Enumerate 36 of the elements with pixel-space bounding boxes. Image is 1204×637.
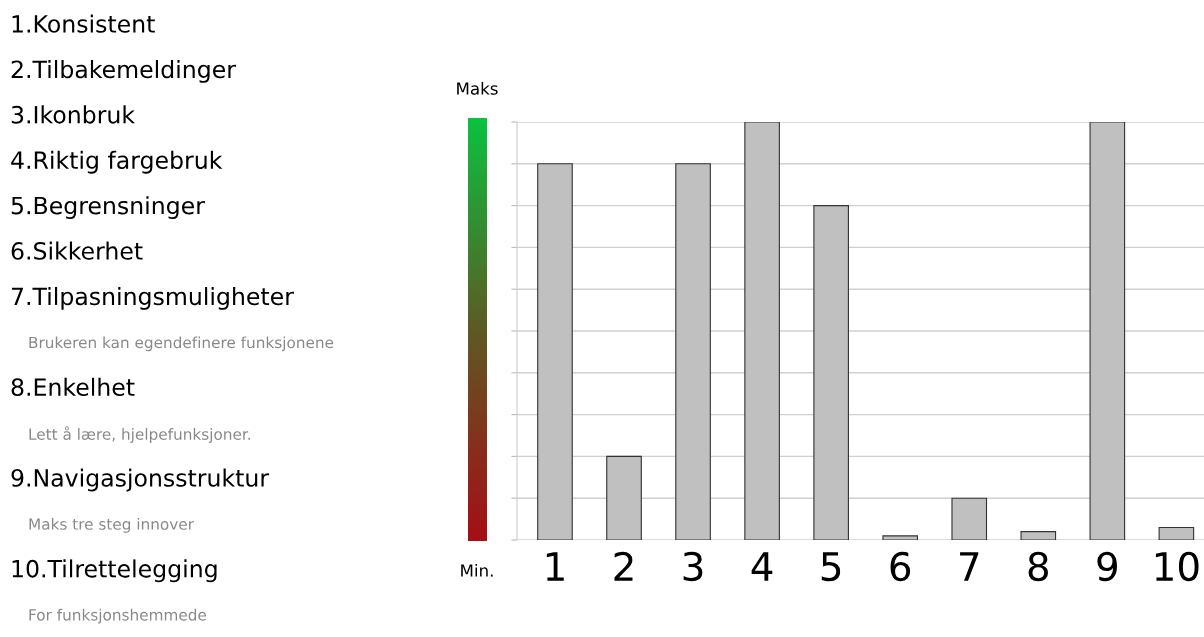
bar	[1089, 122, 1126, 540]
x-tick-label: 4	[751, 552, 773, 581]
x-tick-label: 5	[821, 552, 841, 582]
text: Maks	[457, 81, 498, 95]
x-tick-label: 3	[683, 551, 703, 582]
bar	[744, 122, 780, 540]
x-tick-label: 6	[890, 551, 911, 582]
text: 8.Enkelhet	[11, 377, 135, 397]
bar	[675, 163, 711, 540]
text: Min.	[461, 563, 493, 577]
bar	[882, 535, 919, 540]
text: 6.Sikkerhet	[11, 241, 143, 260]
bar	[813, 205, 849, 540]
x-tick-label: 1	[546, 552, 564, 581]
text: 1.Konsistent	[12, 14, 155, 33]
text: 10.Tilrettelegging	[12, 559, 217, 583]
x-tick-label: 2	[614, 551, 633, 581]
bar	[1020, 531, 1057, 540]
bar	[606, 455, 642, 540]
text: Lett å lære, hjelpefunksjoner.	[29, 426, 250, 443]
text: 4.Riktig fargebruk	[11, 150, 223, 174]
text: 3.Ikonbruk	[11, 105, 135, 124]
bar	[1158, 526, 1195, 540]
text: Maks tre steg innover	[29, 518, 194, 533]
x-tick-label: 8	[1028, 551, 1048, 582]
x-tick-label: 7	[960, 552, 979, 581]
x-tick-label: 10	[1155, 551, 1199, 582]
text: Brukeren kan egendefinere funksjonene	[29, 336, 334, 352]
bar	[537, 163, 573, 540]
text: 7.Tilpasningsmuligheter	[11, 286, 294, 310]
text: 2.Tilbakemeldinger	[11, 59, 236, 83]
x-tick-label: 9	[1097, 551, 1117, 582]
text: 5.Begrensninger	[11, 196, 205, 220]
text: 9.Navigasjonsstruktur	[11, 468, 270, 492]
bar	[951, 497, 988, 540]
text: For funksjonshemmede	[29, 608, 207, 624]
